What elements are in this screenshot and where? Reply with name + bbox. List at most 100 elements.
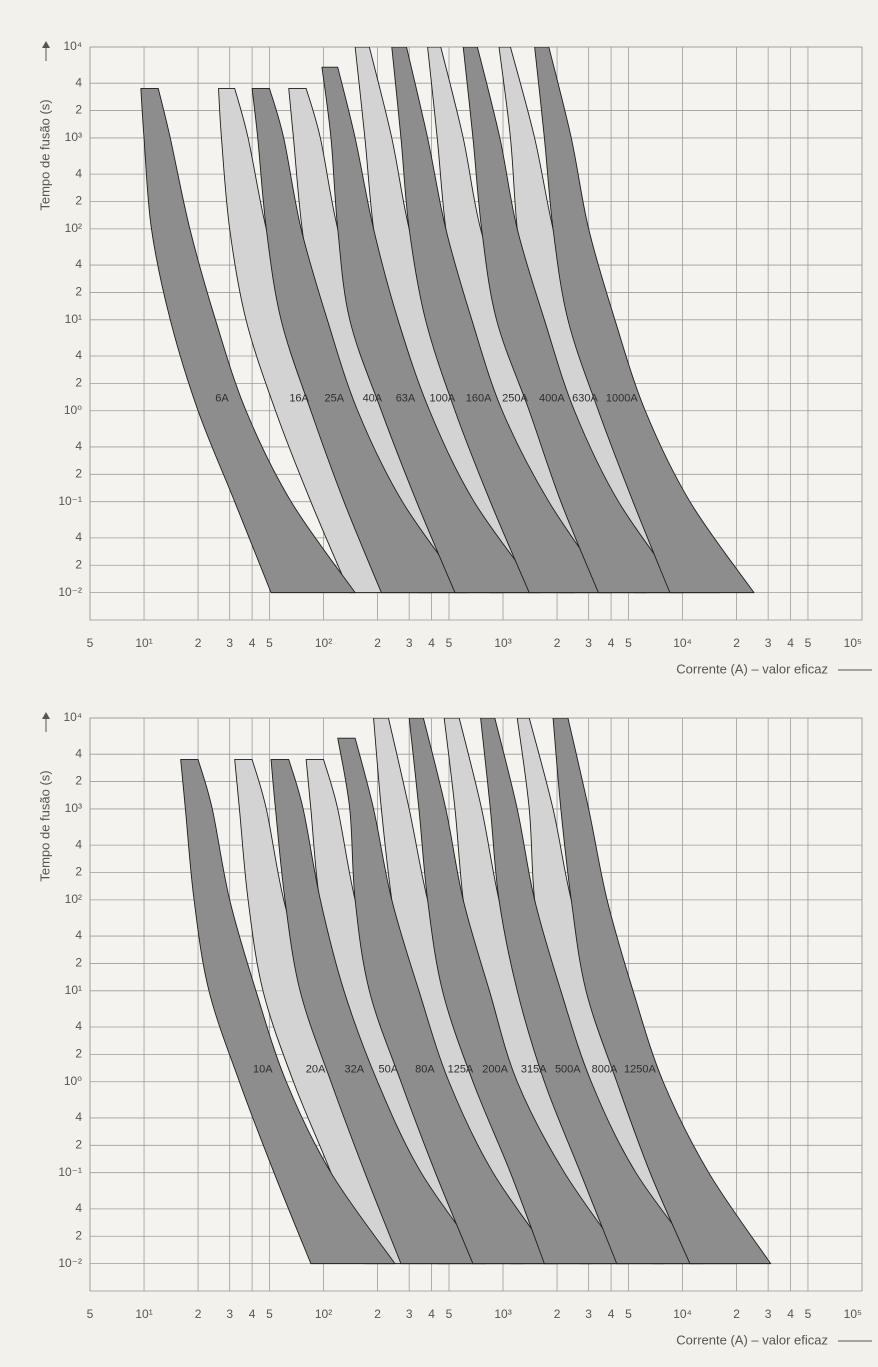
band-label: 250A (502, 393, 528, 405)
y-tick-label: 10³ (65, 130, 82, 144)
y-axis-title: Tempo de fusão (s) (37, 770, 52, 881)
x-tick-label: 5 (266, 1307, 273, 1321)
band-label: 800A (592, 1064, 618, 1076)
y-tick-label: 2 (75, 1228, 82, 1242)
band-labels: 6A 16A 25A 40A 63A 100A 160A 250A 400A 630A 1000A (215, 393, 638, 405)
band-label: 315A (521, 1064, 547, 1076)
band-label: 125A (448, 1064, 474, 1076)
band-label: 16A (289, 393, 309, 405)
x-tick-label: 10¹ (135, 636, 152, 650)
fuse-band (140, 88, 356, 594)
y-tick-label: 10² (65, 892, 82, 906)
x-tick-label: 3 (406, 1307, 413, 1321)
y-tick-label: 2 (75, 1047, 82, 1061)
fuse-band (534, 47, 755, 594)
y-tick-label: 2 (75, 376, 82, 390)
x-tick-label: 4 (249, 636, 256, 650)
bands (140, 47, 755, 594)
band-label: 32A (344, 1064, 364, 1076)
band-label: 25A (324, 393, 344, 405)
y-tick-label: 10⁻¹ (58, 494, 82, 508)
band-label: 1250A (624, 1064, 656, 1076)
x-tick-label: 2 (374, 1307, 381, 1321)
y-tick-label: 4 (75, 166, 82, 180)
x-tick-label: 10³ (494, 1307, 511, 1321)
x-tick-label: 3 (765, 636, 772, 650)
x-tick-label: 5 (87, 1307, 94, 1321)
x-tick-label: 2 (733, 1307, 740, 1321)
y-tick-label: 10⁴ (63, 710, 82, 724)
band-label: 1000A (606, 393, 638, 405)
y-tick-label: 4 (75, 75, 82, 89)
x-tick-label: 4 (608, 1307, 615, 1321)
chart: 10⁴ 4 2 10³ 4 2 10² 4 2 10¹ 4 2 10⁰ 4 2 10⁻¹ 4 2 10⁻² 5 10¹ 2… (37, 39, 872, 676)
y-tick-label: 10⁻² (58, 585, 82, 599)
y-tick-label: 2 (75, 865, 82, 879)
y-tick-label: 10¹ (65, 312, 82, 326)
y-tick-label: 10⁰ (64, 403, 82, 417)
x-tick-label: 3 (226, 1307, 233, 1321)
band-label: 100A (429, 393, 455, 405)
y-tick-label: 2 (75, 956, 82, 970)
x-tick-label: 10⁴ (673, 636, 692, 650)
y-tick-label: 10⁻¹ (58, 1165, 82, 1179)
band-label: 400A (539, 393, 565, 405)
y-tick-label: 2 (75, 103, 82, 117)
y-tick-label: 10⁴ (63, 39, 82, 53)
y-axis-title: Tempo de fusão (s) (37, 99, 52, 210)
y-tick-label: 10¹ (65, 983, 82, 997)
x-tick-label: 10⁵ (844, 636, 862, 650)
y-tick-label: 4 (75, 928, 82, 942)
y-tick-label: 4 (75, 348, 82, 362)
x-tick-label: 5 (805, 636, 812, 650)
x-tick-label: 2 (195, 1307, 202, 1321)
x-tick-label: 5 (446, 1307, 453, 1321)
chart: 10⁴ 4 2 10³ 4 2 10² 4 2 10¹ 4 2 10⁰ 4 2 10⁻¹ 4 2 10⁻² 5 10¹ 2… (37, 710, 872, 1347)
x-tick-label: 2 (374, 636, 381, 650)
x-tick-label: 2 (733, 636, 740, 650)
x-tick-label: 2 (554, 1307, 561, 1321)
band-label: 200A (482, 1064, 508, 1076)
y-tick-label: 10⁻² (58, 1256, 82, 1270)
band-label: 50A (379, 1064, 399, 1076)
fuse-band (552, 718, 772, 1265)
x-tick-label: 10³ (494, 636, 511, 650)
y-tick-label: 10⁰ (64, 1074, 82, 1088)
band-label: 10A (253, 1064, 273, 1076)
band-label: 20A (306, 1064, 326, 1076)
band-label: 630A (572, 393, 598, 405)
x-tick-label: 4 (249, 1307, 256, 1321)
x-tick-label: 3 (765, 1307, 772, 1321)
x-tick-label: 5 (87, 636, 94, 650)
y-tick-label: 2 (75, 194, 82, 208)
x-tick-label: 10⁴ (673, 1307, 692, 1321)
y-tick-label: 4 (75, 1019, 82, 1033)
y-tick-label: 2 (75, 557, 82, 571)
x-axis-title: Corrente (A) – valor eficaz (676, 1332, 828, 1347)
y-tick-label: 10² (65, 221, 82, 235)
band-label: 40A (363, 393, 383, 405)
x-tick-label: 5 (266, 636, 273, 650)
y-tick-label: 2 (75, 1137, 82, 1151)
y-tick-label: 4 (75, 837, 82, 851)
x-axis-title: Corrente (A) – valor eficaz (676, 661, 828, 676)
x-tick-label: 4 (787, 1307, 794, 1321)
x-tick-label: 10¹ (135, 1307, 152, 1321)
y-axis-arrowhead (42, 712, 50, 719)
y-tick-label: 4 (75, 439, 82, 453)
x-tick-label: 3 (585, 1307, 592, 1321)
y-tick-label: 4 (75, 257, 82, 271)
band-label: 63A (396, 393, 416, 405)
x-tick-label: 5 (625, 636, 632, 650)
x-tick-label: 4 (787, 636, 794, 650)
y-tick-label: 2 (75, 285, 82, 299)
y-tick-label: 2 (75, 466, 82, 480)
y-tick-label: 10³ (65, 801, 82, 815)
x-tick-label: 3 (585, 636, 592, 650)
fuse-band (180, 759, 396, 1265)
band-labels: 10A 20A 32A 50A 80A 125A 200A 315A 500A 800A 1250A (253, 1064, 656, 1076)
y-axis-arrowhead (42, 41, 50, 48)
y-tick-label: 4 (75, 1110, 82, 1124)
x-tick-label: 3 (406, 636, 413, 650)
